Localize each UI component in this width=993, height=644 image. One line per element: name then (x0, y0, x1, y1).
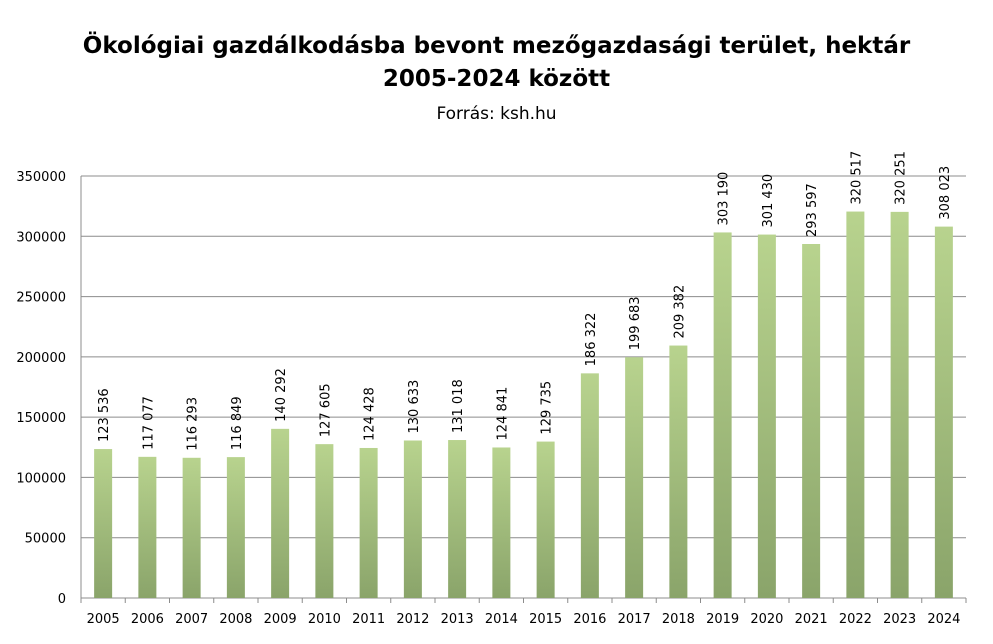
x-tick-label: 2020 (750, 612, 783, 627)
x-tick-label: 2011 (352, 612, 385, 627)
x-tick-label: 2019 (706, 612, 739, 627)
bar (536, 441, 555, 598)
bar (625, 357, 644, 598)
data-label: 131 018 (451, 379, 466, 433)
x-tick-label: 2022 (839, 612, 872, 627)
data-label: 123 536 (97, 388, 112, 442)
data-label: 130 633 (407, 380, 422, 434)
chart-title-line2: 2005-2024 között (382, 66, 611, 92)
data-label: 209 382 (672, 285, 687, 339)
y-tick-label: 200000 (16, 351, 66, 366)
x-tick-label: 2006 (131, 612, 164, 627)
x-tick-label: 2021 (795, 612, 828, 627)
x-tick-label: 2005 (87, 612, 120, 627)
chart-subtitle: Forrás: ksh.hu (436, 104, 557, 124)
bar (271, 428, 290, 598)
x-tick-label: 2023 (883, 612, 916, 627)
bar (802, 244, 821, 598)
data-label: 127 605 (318, 383, 333, 437)
y-tick-label: 50000 (25, 532, 66, 547)
y-tick-label: 350000 (16, 170, 66, 185)
x-tick-label: 2013 (441, 612, 474, 627)
y-tick-label: 100000 (16, 471, 66, 486)
bar (492, 447, 511, 598)
x-tick-label: 2012 (396, 612, 429, 627)
bar (713, 232, 732, 598)
bar (403, 440, 422, 598)
y-tick-label: 300000 (16, 230, 66, 245)
bar (182, 457, 201, 598)
x-tick-label: 2024 (927, 612, 960, 627)
data-label: 320 251 (894, 151, 909, 205)
data-label: 303 190 (717, 172, 732, 226)
x-tick-label: 2007 (175, 612, 208, 627)
data-label: 129 735 (540, 381, 555, 435)
x-tick-label: 2015 (529, 612, 562, 627)
x-tick-label: 2014 (485, 612, 518, 627)
bar (846, 211, 865, 598)
data-label: 124 428 (363, 387, 378, 441)
bar (359, 447, 378, 598)
x-tick-label: 2017 (618, 612, 651, 627)
y-tick-label: 150000 (16, 411, 66, 426)
data-label: 116 293 (186, 397, 201, 451)
bar (315, 444, 334, 598)
data-label: 116 849 (230, 396, 245, 450)
data-label: 301 430 (761, 174, 776, 228)
chart-title: Ökológiai gazdálkodásba bevont mezőgazda… (82, 33, 911, 59)
y-tick-label: 250000 (16, 291, 66, 306)
x-tick-label: 2010 (308, 612, 341, 627)
x-tick-label: 2008 (219, 612, 252, 627)
data-label: 199 683 (628, 296, 643, 350)
bar (94, 449, 113, 598)
data-label: 320 517 (849, 151, 864, 205)
bar (580, 373, 599, 598)
y-tick-label: 0 (58, 592, 66, 607)
bar (934, 226, 953, 598)
bar (890, 211, 909, 599)
bar (138, 456, 157, 598)
data-label: 308 023 (938, 166, 953, 220)
x-tick-label: 2016 (573, 612, 606, 627)
bar (226, 457, 245, 598)
data-label: 293 597 (805, 183, 820, 237)
x-tick-label: 2018 (662, 612, 695, 627)
data-label: 186 322 (584, 313, 599, 367)
bar (448, 440, 467, 598)
data-label: 124 841 (495, 387, 510, 441)
x-tick-label: 2009 (264, 612, 297, 627)
data-label: 140 292 (274, 368, 289, 422)
bar (757, 234, 776, 599)
data-label: 117 077 (141, 396, 156, 450)
bar (669, 345, 688, 598)
